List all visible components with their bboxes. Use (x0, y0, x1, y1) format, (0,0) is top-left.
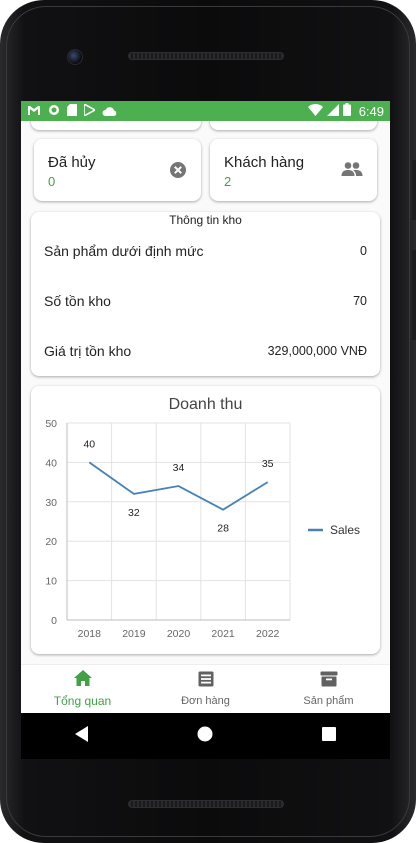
y-tick-label: 10 (45, 576, 57, 588)
gmail-icon (27, 104, 41, 119)
cancel-icon (169, 161, 187, 184)
front-camera (67, 49, 83, 65)
battery-icon (342, 103, 351, 119)
signal-icon (326, 103, 339, 119)
stat-card-cancelled[interactable]: Đã hủy 0 (34, 139, 201, 201)
nav-tab-orders[interactable]: Đơn hàng (144, 665, 267, 713)
stat-value-customers: 2 (224, 174, 232, 189)
y-tick-label: 40 (45, 457, 57, 469)
dashboard-content[interactable]: Đã hủy 0 Khách hàng 2 Thông tin kho Sản … (21, 121, 390, 664)
android-navigation-bar (21, 713, 390, 759)
y-tick-label: 30 (45, 497, 57, 509)
nav-tab-products[interactable]: Sản phẩm (267, 665, 390, 713)
legend-label: Sales (330, 523, 360, 537)
home-icon (73, 670, 92, 691)
inventory-row: Sản phẩm dưới định mức 0 (44, 243, 367, 259)
data-label: 35 (262, 458, 274, 470)
circle-icon (48, 104, 60, 119)
inventory-label-stock: Số tồn kho (44, 293, 111, 309)
system-icons: 6:49 (307, 103, 384, 119)
y-tick-label: 20 (45, 536, 57, 548)
stat-card-partial-left[interactable] (31, 121, 201, 130)
inventory-row: Giá trị tồn kho 329,000,000 VNĐ (44, 343, 367, 359)
status-bar: 6:49 (21, 101, 390, 121)
stat-value-cancelled: 0 (48, 174, 56, 189)
cloud-icon (102, 104, 117, 119)
data-label: 32 (128, 507, 140, 519)
wifi-icon (307, 103, 323, 119)
volume-button (412, 250, 416, 340)
status-time: 6:49 (358, 103, 384, 119)
stat-card-partial-right[interactable] (210, 121, 377, 130)
inventory-label-below-min: Sản phẩm dưới định mức (44, 243, 204, 259)
back-icon[interactable] (75, 725, 89, 747)
archive-icon (320, 671, 338, 692)
stat-title-customers: Khách hàng (224, 154, 305, 171)
orders-icon (198, 671, 214, 692)
inventory-value-stock: 70 (353, 294, 367, 308)
nav-label-overview: Tổng quan (53, 694, 112, 708)
data-label: 28 (217, 523, 229, 535)
revenue-line-chart: 0 10 20 30 40 50 2018 2019 2020 2021 2022 40 32 34 28 3… (45, 418, 360, 640)
home-button-icon[interactable] (197, 726, 213, 747)
x-tick-label: 2020 (167, 628, 191, 640)
chart-title: Doanh thu (168, 396, 243, 413)
inventory-value-below-min: 0 (360, 244, 367, 258)
inventory-title: Thông tin kho (169, 213, 242, 227)
revenue-chart-card: Doanh thu 0 10 20 30 40 50 2018 2019 2020 2021 202… (31, 386, 380, 654)
y-tick-label: 50 (45, 418, 57, 430)
x-tick-label: 2022 (256, 628, 280, 640)
top-speaker (128, 52, 284, 60)
inventory-label-stock-value: Giá trị tồn kho (44, 343, 132, 359)
data-label: 40 (83, 438, 95, 450)
people-icon (341, 161, 363, 182)
stat-title-cancelled: Đã hủy (48, 154, 96, 171)
recents-icon[interactable] (321, 726, 336, 746)
series-line-sales (88, 461, 269, 511)
notification-icons (27, 102, 117, 119)
stat-card-customers[interactable]: Khách hàng 2 (210, 139, 377, 201)
nav-label-orders: Đơn hàng (181, 695, 230, 707)
x-tick-label: 2021 (211, 628, 235, 640)
bottom-speaker (128, 800, 284, 808)
bottom-navigation: Tổng quan Đơn hàng Sản phẩm (21, 664, 390, 713)
play-store-icon (83, 102, 97, 119)
data-label: 34 (173, 462, 185, 474)
inventory-row: Số tồn kho 70 (44, 293, 367, 309)
phone-bezel (6, 6, 410, 837)
screen: 6:49 Đã hủy 0 Khách hàng 2 Thông tin kho… (21, 101, 390, 713)
x-tick-label: 2019 (122, 628, 146, 640)
x-tick-label: 2018 (78, 628, 102, 640)
inventory-card: Thông tin kho Sản phẩm dưới định mức 0 S… (31, 212, 380, 376)
nav-label-products: Sản phẩm (303, 695, 354, 707)
power-button (412, 160, 416, 220)
y-tick-label: 0 (51, 615, 57, 627)
inventory-value-stock-value: 329,000,000 VNĐ (267, 344, 367, 358)
sim-icon (67, 103, 77, 119)
nav-tab-overview[interactable]: Tổng quan (21, 665, 144, 713)
